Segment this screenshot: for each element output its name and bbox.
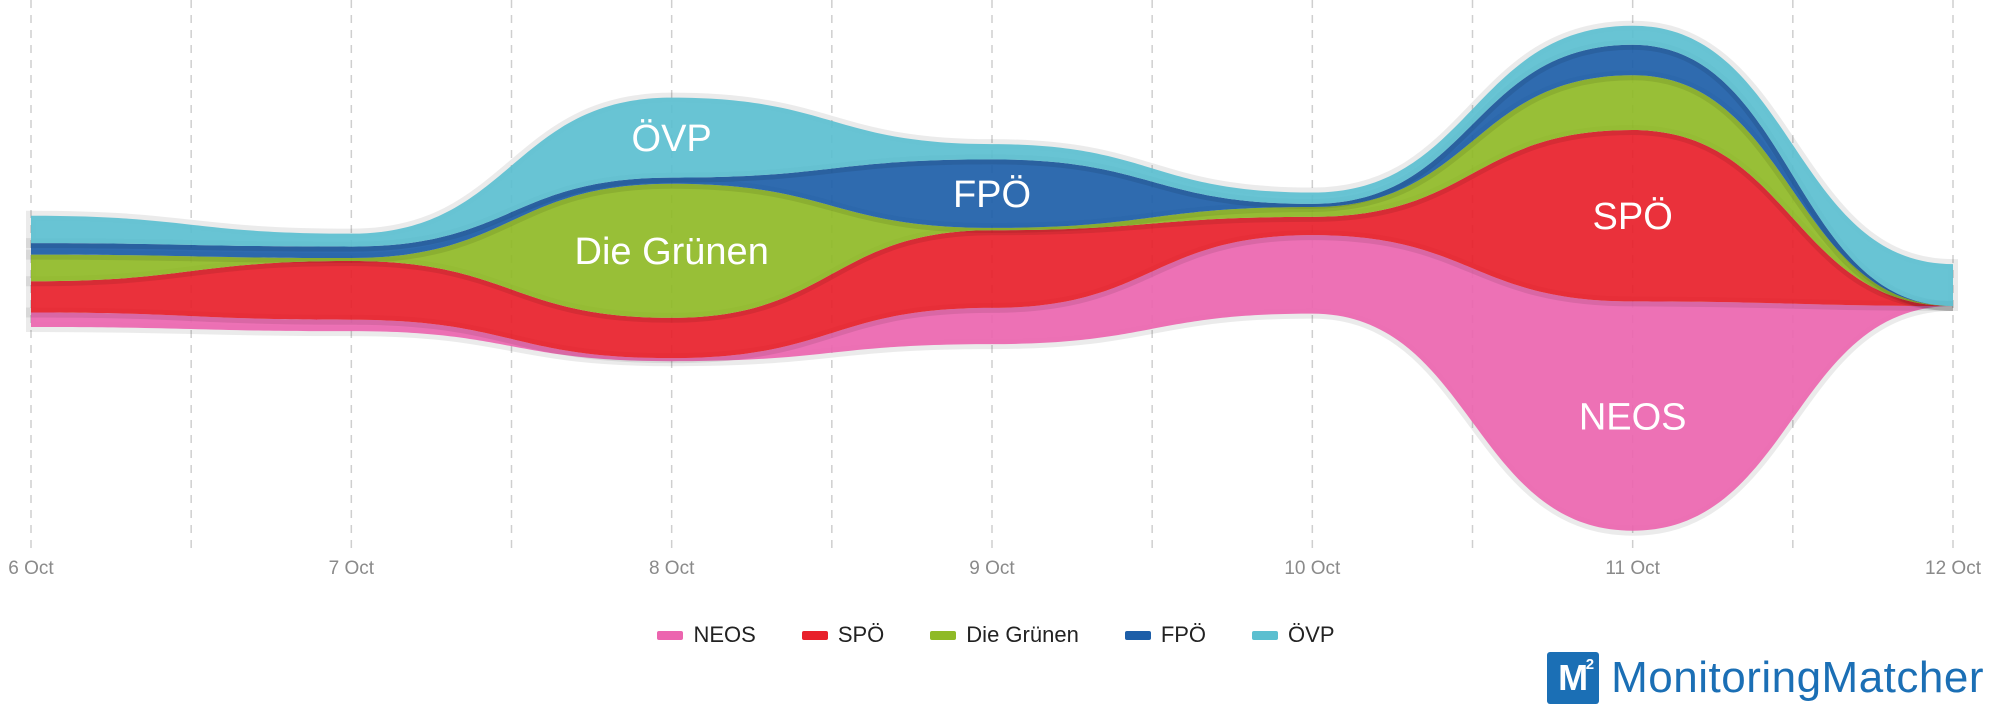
- x-tick-label: 10 Oct: [1284, 558, 1341, 579]
- legend: NEOS SPÖ Die Grünen FPÖ ÖVP: [0, 622, 1992, 648]
- brand-mark-superscript: 2: [1585, 656, 1595, 673]
- x-tick-label: 8 Oct: [649, 558, 695, 579]
- legend-swatch: [1252, 630, 1279, 640]
- legend-item[interactable]: FPÖ: [1124, 622, 1207, 648]
- legend-label: ÖVP: [1288, 622, 1335, 647]
- legend-item[interactable]: SPÖ: [801, 622, 885, 648]
- stream-label: FPÖ: [953, 174, 1031, 216]
- legend-swatch: [801, 630, 828, 640]
- legend-swatch: [657, 630, 684, 640]
- legend-item[interactable]: NEOS: [657, 622, 756, 648]
- legend-label: Die Grünen: [966, 622, 1079, 647]
- legend-swatch: [1124, 630, 1151, 640]
- brand-logo: M 2 MonitoringMatcher: [1547, 652, 1984, 704]
- stream-label: SPÖ: [1593, 196, 1673, 238]
- stream-labels: NEOS SPÖ Die Grünen FPÖ ÖVP: [575, 118, 1687, 438]
- x-tick-label: 9 Oct: [969, 558, 1015, 579]
- legend-label: SPÖ: [837, 622, 885, 647]
- brand-mark-icon: M 2: [1547, 652, 1600, 704]
- stream-label: Die Grünen: [575, 231, 769, 273]
- x-tick-label: 11 Oct: [1605, 558, 1660, 579]
- stream--vp[interactable]: [26, 20, 1958, 312]
- x-axis-ticks: 6 Oct 7 Oct 8 Oct 9 Oct 10 Oct 11 Oct 12 Oct: [8, 558, 1981, 579]
- brand-name: MonitoringMatcher: [1611, 653, 1984, 702]
- legend-item[interactable]: Die Grünen: [930, 622, 1079, 648]
- stream-label: ÖVP: [632, 118, 712, 160]
- legend-swatch: [930, 630, 957, 640]
- legend-label: NEOS: [693, 622, 756, 647]
- streams: [26, 20, 1958, 536]
- legend-item[interactable]: ÖVP: [1252, 622, 1335, 648]
- x-tick-label: 6 Oct: [8, 558, 54, 579]
- x-tick-label: 12 Oct: [1925, 558, 1982, 579]
- streamgraph-chart: NEOS SPÖ Die Grünen FPÖ ÖVP 6 Oct 7 Oct 8 Oct 9…: [8, 0, 1982, 579]
- x-tick-label: 7 Oct: [329, 558, 375, 579]
- stream-label: NEOS: [1579, 396, 1687, 438]
- legend-label: FPÖ: [1160, 622, 1207, 647]
- brand-mark-letter: M: [1558, 657, 1589, 698]
